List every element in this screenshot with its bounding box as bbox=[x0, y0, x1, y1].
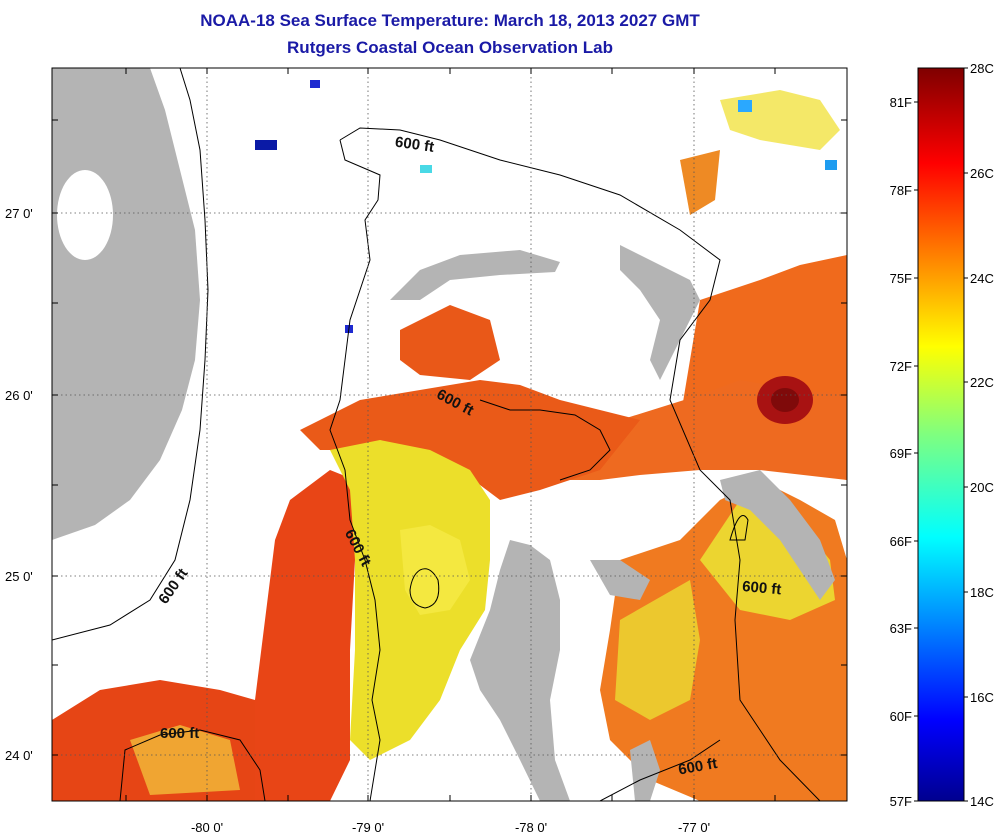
contour-label: 600 ft bbox=[677, 755, 719, 779]
contour-label: 600 ft bbox=[741, 578, 782, 598]
eleuthera-island bbox=[720, 470, 835, 600]
lat-label: 26 0' bbox=[5, 388, 33, 403]
colorbar-celsius-label: 14C bbox=[970, 794, 994, 809]
colorbar: 28C 26C 24C 22C 20C 18C 16C 14C 81F 78F … bbox=[890, 61, 994, 809]
lon-label: -77 0' bbox=[678, 820, 710, 835]
colorbar-celsius-label: 26C bbox=[970, 166, 994, 181]
longitude-labels: -80 0' -79 0' -78 0' -77 0' bbox=[191, 820, 710, 835]
map-title: NOAA-18 Sea Surface Temperature: March 1… bbox=[200, 11, 700, 30]
map-area: 600 ft 600 ft 600 ft 600 ft 600 ft 600 f… bbox=[52, 68, 847, 801]
exuma-cays bbox=[590, 560, 650, 600]
lon-label: -78 0' bbox=[515, 820, 547, 835]
lat-label: 25 0' bbox=[5, 569, 33, 584]
contour-label: 600 ft bbox=[394, 134, 435, 156]
contour-label: 600 ft bbox=[160, 725, 199, 742]
lon-label: -80 0' bbox=[191, 820, 223, 835]
map-subtitle: Rutgers Coastal Ocean Observation Lab bbox=[287, 38, 613, 57]
latitude-labels: 27 0' 26 0' 25 0' 24 0' bbox=[5, 206, 33, 763]
colorbar-fahrenheit-label: 60F bbox=[890, 709, 912, 724]
abaco-islands bbox=[620, 245, 700, 380]
colorbar-celsius-label: 22C bbox=[970, 375, 994, 390]
lat-label: 27 0' bbox=[5, 206, 33, 221]
graticule bbox=[52, 68, 847, 801]
colorbar-celsius-label: 24C bbox=[970, 271, 994, 286]
colorbar-fahrenheit-label: 69F bbox=[890, 446, 912, 461]
land bbox=[52, 68, 835, 801]
colorbar-celsius-label: 16C bbox=[970, 690, 994, 705]
lat-label: 24 0' bbox=[5, 748, 33, 763]
colorbar-gradient bbox=[917, 67, 965, 802]
colorbar-celsius-label: 18C bbox=[970, 585, 994, 600]
sst-field bbox=[52, 80, 847, 801]
colorbar-fahrenheit-label: 72F bbox=[890, 359, 912, 374]
colorbar-celsius-label: 28C bbox=[970, 61, 994, 76]
colorbar-fahrenheit-label: 81F bbox=[890, 95, 912, 110]
colorbar-fahrenheit-label: 57F bbox=[890, 794, 912, 809]
axis-ticks bbox=[52, 68, 847, 801]
lon-label: -79 0' bbox=[352, 820, 384, 835]
colorbar-fahrenheit-label: 75F bbox=[890, 271, 912, 286]
andros-island bbox=[470, 540, 570, 801]
isobath-contours bbox=[52, 68, 821, 801]
colorbar-fahrenheit-label: 78F bbox=[890, 183, 912, 198]
colorbar-celsius-label: 20C bbox=[970, 480, 994, 495]
colorbar-fahrenheit-label: 63F bbox=[890, 621, 912, 636]
colorbar-fahrenheit-label: 66F bbox=[890, 534, 912, 549]
lake-okeechobee bbox=[57, 170, 113, 260]
grand-bahama bbox=[390, 250, 560, 300]
